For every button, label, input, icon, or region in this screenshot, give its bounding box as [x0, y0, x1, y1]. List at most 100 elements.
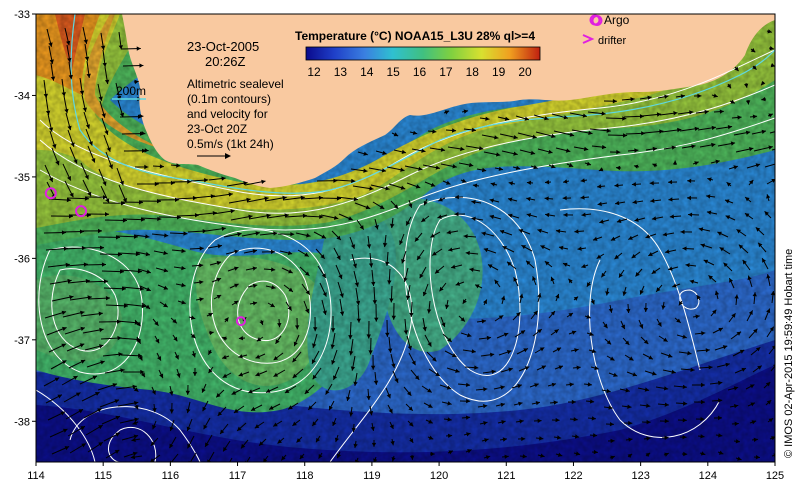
- velocity-arrowhead: [623, 133, 628, 138]
- velocity-arrowhead: [705, 348, 710, 353]
- velocity-arrowhead: [191, 333, 196, 339]
- velocity-arrowhead: [353, 443, 358, 448]
- velocity-arrowhead: [678, 301, 683, 306]
- velocity-arrowhead: [428, 435, 434, 440]
- velocity-arrowhead: [400, 185, 406, 190]
- velocity-arrowhead: [700, 382, 705, 388]
- velocity-arrow: [229, 457, 233, 462]
- velocity-arrowhead: [577, 246, 582, 251]
- velocity-arrowhead: [583, 146, 589, 152]
- velocity-arrowhead: [417, 255, 422, 261]
- velocity-arrowhead: [119, 112, 125, 118]
- velocity-arrowhead: [590, 299, 595, 305]
- velocity-arrowhead: [463, 234, 468, 239]
- velocity-arrowhead: [483, 421, 488, 426]
- velocity-arrowhead: [408, 422, 414, 427]
- velocity-arrowhead: [648, 355, 653, 360]
- velocity-arrowhead: [403, 277, 408, 282]
- velocity-arrowhead: [366, 244, 372, 249]
- velocity-arrowhead: [490, 182, 496, 187]
- velocity-arrowhead: [370, 426, 375, 431]
- velocity-arrowhead: [390, 440, 395, 446]
- velocity-arrowhead: [539, 347, 545, 352]
- velocity-arrowhead: [393, 204, 399, 209]
- velocity-arrowhead: [621, 324, 625, 330]
- velocity-arrowhead: [601, 144, 607, 150]
- velocity-arrowhead: [718, 433, 723, 438]
- velocity-arrowhead: [452, 164, 457, 169]
- velocity-arrowhead: [515, 165, 521, 170]
- velocity-arrowhead: [452, 353, 457, 357]
- velocity-arrowhead: [394, 378, 399, 383]
- velocity-arrowhead: [159, 164, 164, 169]
- velocity-arrowhead: [483, 299, 487, 305]
- velocity-arrowhead: [484, 438, 489, 443]
- velocity-arrowhead: [57, 394, 62, 399]
- velocity-arrowhead: [421, 148, 426, 153]
- velocity-arrowhead: [648, 252, 653, 256]
- velocity-arrowhead: [103, 279, 108, 284]
- velocity-arrowhead: [155, 338, 160, 344]
- velocity-arrowhead: [208, 350, 213, 355]
- velocity-arrowhead: [441, 322, 446, 327]
- velocity-arrowhead: [550, 164, 556, 169]
- velocity-arrowhead: [382, 150, 387, 155]
- velocity-arrowhead: [625, 388, 630, 393]
- velocity-arrowhead: [427, 388, 432, 393]
- plot-frame: [35, 13, 776, 463]
- velocity-arrowhead: [131, 437, 136, 442]
- velocity-arrowhead: [662, 232, 668, 237]
- velocity-arrowhead: [708, 275, 713, 280]
- velocity-arrowhead: [451, 264, 456, 269]
- velocity-arrowhead: [717, 231, 722, 236]
- velocity-arrowhead: [406, 220, 411, 226]
- velocity-arrowhead: [695, 314, 700, 319]
- velocity-arrowhead: [412, 130, 418, 135]
- velocity-arrowhead: [354, 282, 359, 287]
- velocity-arrowhead: [513, 135, 518, 140]
- velocity-arrowhead: [312, 374, 317, 380]
- velocity-arrowhead: [610, 455, 615, 460]
- velocity-arrowhead: [769, 46, 774, 51]
- velocity-arrowhead: [504, 454, 509, 459]
- velocity-arrowhead: [353, 196, 358, 202]
- velocity-arrowhead: [389, 424, 394, 429]
- velocity-arrowhead: [139, 113, 144, 119]
- colorbar-gradient: [305, 46, 541, 61]
- colorbar-labels: 12 13 14 15 16 17 18 19 20: [307, 65, 532, 79]
- velocity-arrowhead: [685, 263, 690, 268]
- velocity-arrowhead: [748, 310, 753, 315]
- velocity-arrowhead: [321, 273, 326, 278]
- velocity-arrowhead: [386, 393, 391, 399]
- velocity-arrowhead: [132, 420, 138, 425]
- velocity-arrowhead: [157, 216, 162, 221]
- velocity-arrowhead: [682, 384, 687, 389]
- velocity-arrowhead: [408, 203, 413, 208]
- velocity-arrowhead: [606, 340, 612, 345]
- velocity-arrowhead: [700, 417, 705, 422]
- velocity-arrowhead: [568, 278, 573, 284]
- velocity-arrowhead: [736, 331, 741, 336]
- velocity-arrowhead: [432, 357, 437, 362]
- velocity-arrowhead: [145, 234, 150, 239]
- velocity-arrowhead: [555, 293, 560, 299]
- velocity-arrowhead: [407, 391, 412, 396]
- velocity-arrowhead: [565, 148, 571, 153]
- velocity-arrowhead: [558, 365, 563, 370]
- velocity-arrowhead: [504, 116, 510, 121]
- velocity-arrowhead: [506, 350, 512, 355]
- velocity-arrowhead: [575, 451, 581, 456]
- velocity-arrowhead: [667, 353, 673, 358]
- velocity-arrowhead: [293, 341, 298, 347]
- velocity-arrowhead: [292, 421, 297, 426]
- velocity-arrowhead: [568, 163, 574, 168]
- velocity-arrowhead: [735, 439, 740, 444]
- velocity-arrowhead: [519, 419, 524, 424]
- velocity-arrowhead: [646, 419, 651, 425]
- velocity-arrowhead: [84, 174, 89, 180]
- velocity-arrowhead: [331, 360, 336, 365]
- velocity-arrowhead: [186, 426, 191, 431]
- velocity-arrowhead: [261, 179, 266, 184]
- velocity-arrowhead: [614, 254, 619, 260]
